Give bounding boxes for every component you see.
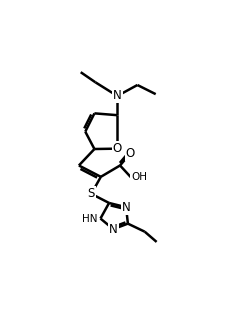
Text: HN: HN <box>82 214 98 224</box>
Text: N: N <box>113 89 122 102</box>
Text: O: O <box>113 142 122 155</box>
Text: O: O <box>126 147 135 160</box>
Text: OH: OH <box>131 172 147 182</box>
Text: S: S <box>88 187 95 200</box>
Text: N: N <box>122 201 131 214</box>
Text: N: N <box>109 223 118 236</box>
